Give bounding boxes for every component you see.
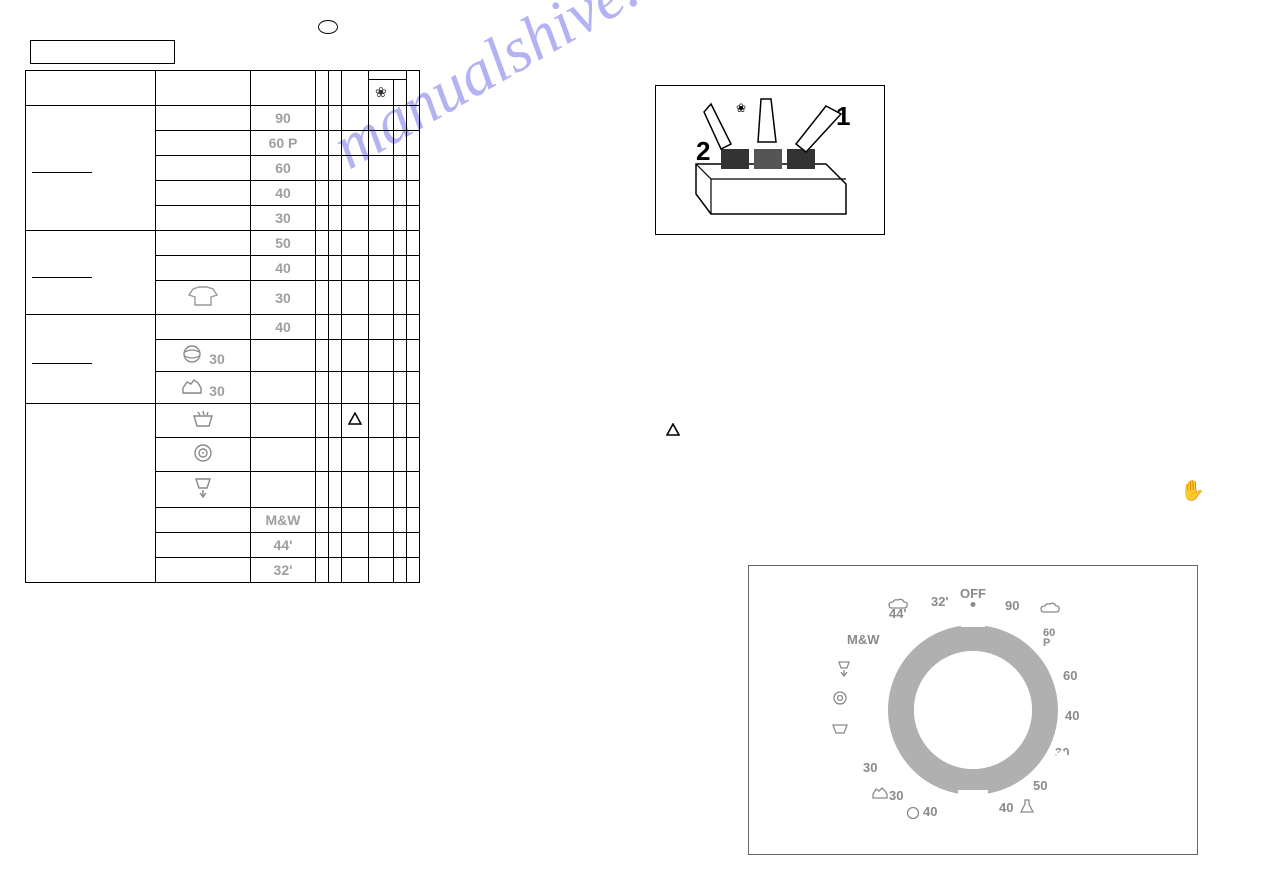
dial-hand-icon <box>871 786 889 800</box>
prog-pos: 40 <box>251 181 316 206</box>
wool-icon <box>181 344 205 364</box>
dial-label: 60P <box>1043 628 1055 648</box>
prog-pos: 30 <box>251 206 316 231</box>
label-box <box>30 40 175 64</box>
table-row: 40 <box>26 315 420 340</box>
svg-text:❀: ❀ <box>736 101 746 115</box>
oval-mark <box>318 20 338 34</box>
drawer-label-1: 1 <box>836 101 850 132</box>
dial-label: 40 <box>1065 708 1079 723</box>
dial-label: 90 <box>1005 598 1019 613</box>
dial-spin-icon <box>831 690 849 706</box>
softener-icon: ❀ <box>375 84 387 100</box>
page-icon: ✋ <box>1180 478 1205 503</box>
program-dial: OFF 90 60P 60 40 30 50 40 30 40 30 30 M&… <box>853 590 1093 830</box>
spin-icon <box>190 442 216 464</box>
section-a-label <box>32 161 92 173</box>
table-row: 90 <box>26 106 420 131</box>
prog-pos: 60 P <box>251 131 316 156</box>
prog-pos: 60 <box>251 156 316 181</box>
drain-icon <box>190 476 216 500</box>
program-table: ❀ 90 60 P 60 40 30 50 40 <box>25 70 420 583</box>
dial-rinse-icon <box>831 720 849 736</box>
section-c-label <box>32 352 92 364</box>
dial-center <box>914 651 1032 769</box>
prog-pos: M&W <box>251 508 316 533</box>
prog-pos: 40 <box>251 256 316 281</box>
handwash-icon <box>181 376 205 396</box>
dial-label: 50 <box>1033 778 1047 793</box>
prog-pos: 30 <box>209 383 225 399</box>
prog-pos: 32' <box>251 558 316 583</box>
prog-pos: 90 <box>251 106 316 131</box>
triangle-mark <box>666 423 680 437</box>
dial-label: 32' <box>931 594 949 609</box>
dial-cloud-icon <box>1039 602 1061 616</box>
dial-label: 30 <box>863 760 877 775</box>
table-header-row-1 <box>26 71 420 80</box>
dial-cloud-icon <box>887 598 909 612</box>
dial-label: 30 <box>889 788 903 803</box>
prog-pos: 40 <box>251 315 316 340</box>
prog-pos: 44' <box>251 533 316 558</box>
prog-pos: 50 <box>251 231 316 256</box>
dial-off-label: OFF <box>960 586 986 601</box>
table-row <box>26 404 420 438</box>
dial-drain-icon <box>835 660 853 678</box>
drawer-label-2: 2 <box>696 136 710 167</box>
table-row: 50 <box>26 231 420 256</box>
prog-pos: 30 <box>251 281 316 315</box>
dial-label: 40 <box>999 800 1013 815</box>
dial-wool-icon <box>905 806 921 820</box>
dial-flask-icon <box>1019 798 1035 814</box>
prog-pos: 30 <box>209 351 225 367</box>
rinse-icon <box>190 408 216 430</box>
dial-label: 60 <box>1063 668 1077 683</box>
program-dial-figure: OFF 90 60P 60 40 30 50 40 30 40 30 30 M&… <box>748 565 1198 855</box>
dial-label: 40 <box>923 804 937 819</box>
detergent-drawer-figure: ❀ 1 2 <box>655 85 885 235</box>
dial-label: M&W <box>847 632 880 647</box>
shirt-icon <box>185 285 221 307</box>
section-b-label <box>32 266 92 278</box>
triangle-icon <box>348 412 362 426</box>
